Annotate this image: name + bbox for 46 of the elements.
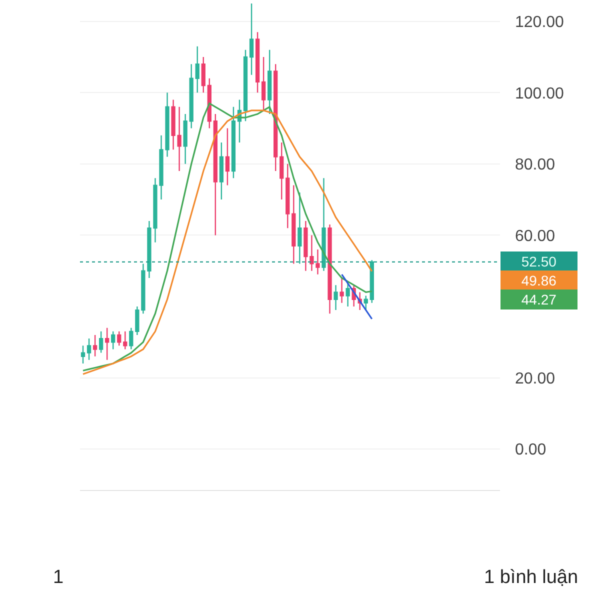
candlestick [105, 327, 110, 361]
candlestick [117, 330, 122, 346]
text: 49.86 [521, 272, 557, 288]
candlestick [92, 334, 98, 357]
candlestick [201, 56, 206, 94]
candlestick [328, 224, 332, 314]
candlestick [195, 46, 200, 94]
candlestick [80, 345, 86, 364]
candlestick [261, 56, 266, 112]
line-series [341, 274, 373, 320]
candlestick [274, 64, 278, 172]
text: 1 [53, 567, 64, 588]
y-tick-label: 120.00 [515, 14, 564, 31]
candlestick [243, 49, 248, 122]
candlestick [280, 142, 284, 200]
text: 44.27 [521, 292, 557, 308]
candlestick [86, 338, 92, 361]
ref-line-label: 52.50 [521, 254, 557, 270]
candlestick [334, 284, 338, 311]
candlestick [189, 64, 194, 129]
candlestick [298, 192, 302, 264]
y-tick-label: 100.00 [515, 85, 564, 102]
y-tick-label: 20.00 [515, 370, 556, 388]
candlestick [213, 113, 218, 236]
candlestick [111, 330, 116, 350]
y-tick-label: 60.00 [515, 228, 556, 245]
candlestick [98, 330, 104, 354]
candlestick [231, 106, 236, 179]
text: 1 bình luận [484, 567, 578, 588]
candlestick [225, 128, 230, 186]
candlestick [207, 78, 212, 129]
candlestick [340, 277, 344, 304]
candlestick [249, 2, 254, 76]
candlestick [129, 327, 134, 350]
candlestick [219, 142, 224, 200]
candlestick [123, 330, 128, 350]
candlestick [268, 49, 272, 115]
candlestick [286, 163, 290, 229]
candlestick [364, 295, 368, 311]
y-tick-label: 0.00 [515, 442, 546, 459]
y-tick-label: 80.00 [515, 156, 556, 174]
candlestick [183, 113, 188, 165]
candlestick [322, 178, 326, 272]
candlestick [292, 184, 296, 264]
candlestick [255, 31, 260, 94]
candlestick [370, 260, 374, 304]
